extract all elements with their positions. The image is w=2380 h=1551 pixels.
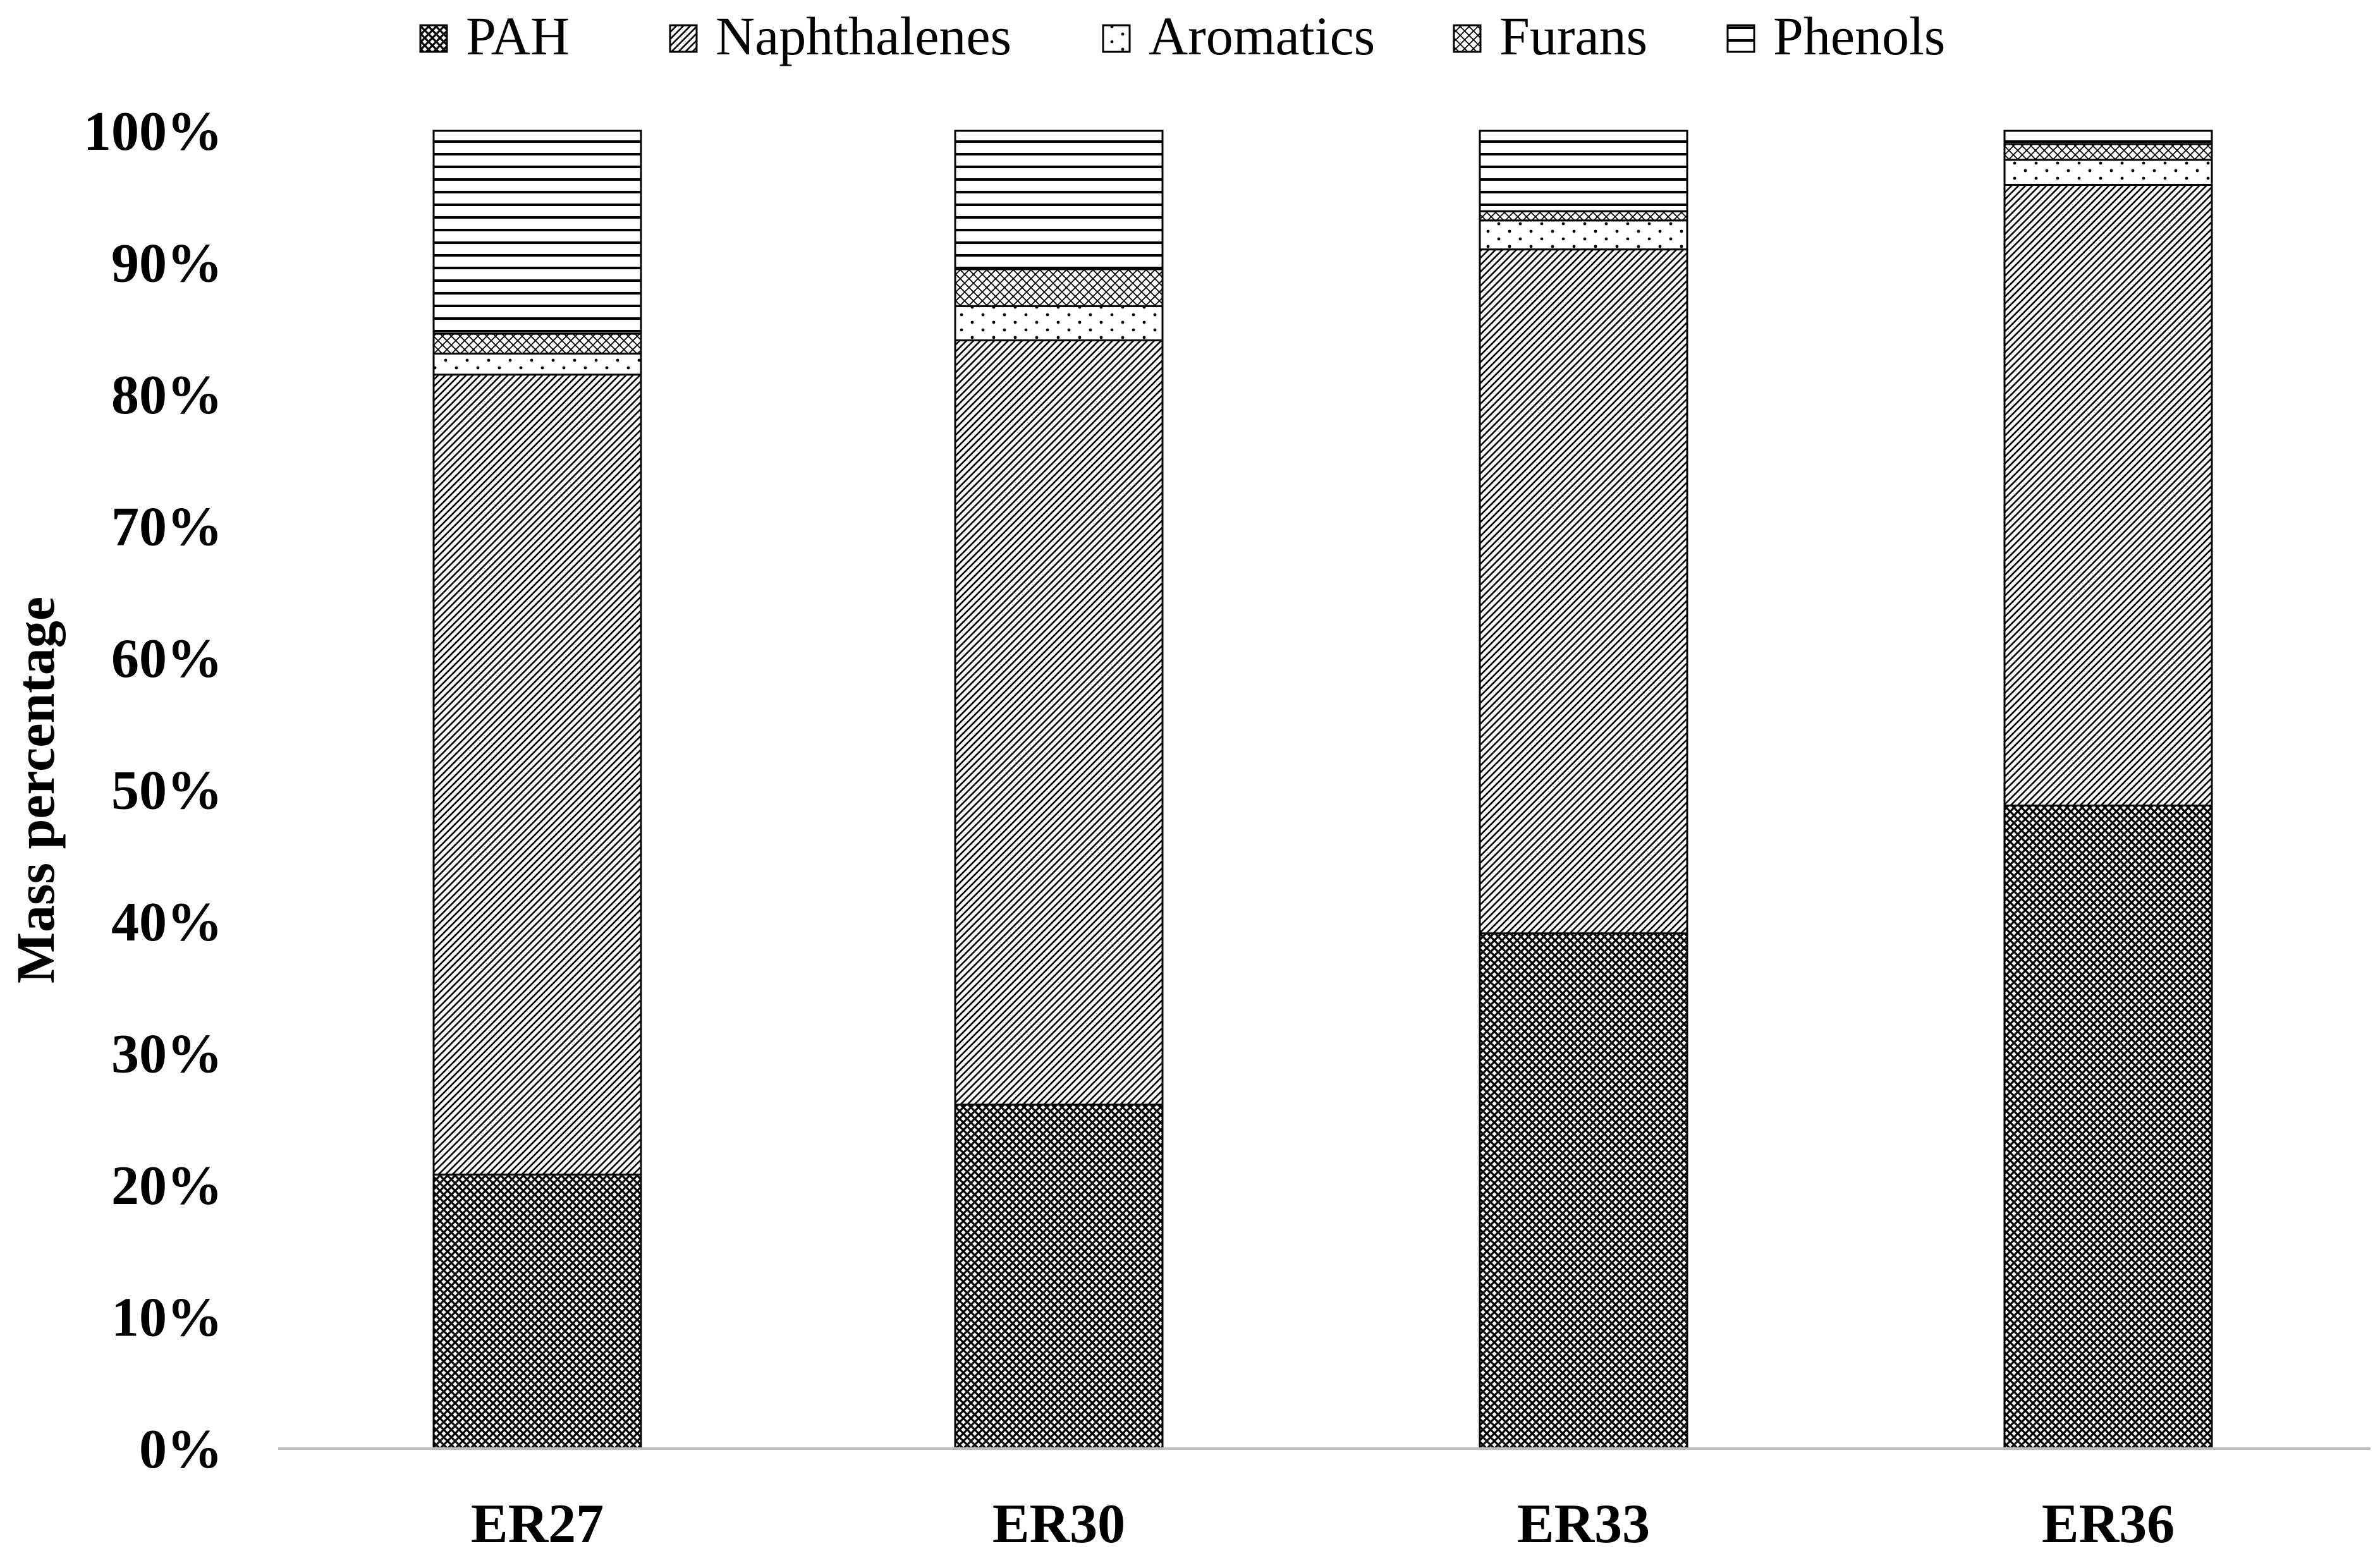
bar-segment-phenols-er36 xyxy=(2003,130,2213,145)
legend-label-furans: Furans xyxy=(1499,6,1647,66)
bar-stack-er33 xyxy=(1479,130,1688,1450)
y-axis: 0% 10% 20% 30% 40% 50% 60% 70% 80% 90% 100% xyxy=(83,101,223,1480)
legend-label-phenols: Phenols xyxy=(1773,6,1945,66)
x-tick-label: ER30 xyxy=(992,1493,1125,1551)
bar-segment-pah-er30 xyxy=(954,1104,1164,1450)
legend-item-phenols: Phenols xyxy=(1726,6,1945,66)
legend-swatch-aromatics xyxy=(1102,24,1131,53)
x-tick-label: ER36 xyxy=(2042,1493,2175,1551)
legend-item-aromatics: Aromatics xyxy=(1102,6,1375,66)
bar-segment-aromatics-er27 xyxy=(432,352,642,376)
bar-segment-aromatics-er30 xyxy=(954,305,1164,342)
y-tick-label: 90% xyxy=(111,233,223,295)
legend-label-pah: PAH xyxy=(466,6,570,66)
bar-segment-phenols-er33 xyxy=(1479,130,1688,212)
y-tick-label: 100% xyxy=(83,101,223,162)
bar-stack-er30 xyxy=(954,130,1164,1450)
legend-label-aromatics: Aromatics xyxy=(1149,6,1375,66)
bar-segment-naphthalenes-er33 xyxy=(1479,248,1688,935)
bar-stack-er27 xyxy=(432,130,642,1450)
y-tick-label: 70% xyxy=(111,497,223,558)
x-tick-label: ER27 xyxy=(471,1493,604,1551)
bar-stack-er36 xyxy=(2003,130,2213,1450)
legend-swatch-furans xyxy=(1453,24,1482,53)
legend-swatch-pah xyxy=(419,24,448,53)
legend: PAH Naphthalenes Aromatics Furans Phenols xyxy=(419,6,1945,66)
x-axis: ER27 ER30 ER33 ER36 xyxy=(471,1493,2175,1551)
bar-segment-pah-er27 xyxy=(432,1173,642,1450)
bar-segment-pah-er33 xyxy=(1479,932,1688,1450)
bar-segment-naphthalenes-er27 xyxy=(432,374,642,1176)
y-tick-label: 60% xyxy=(111,628,223,690)
y-tick-label: 20% xyxy=(111,1155,223,1217)
bar-segment-pah-er36 xyxy=(2003,805,2213,1450)
bar-segment-aromatics-er33 xyxy=(1479,219,1688,251)
plot-area xyxy=(432,130,2213,1450)
bar-segment-phenols-er30 xyxy=(954,130,1164,271)
y-tick-label: 50% xyxy=(111,760,223,822)
y-tick-label: 80% xyxy=(111,365,223,426)
legend-item-naphthalenes: Naphthalenes xyxy=(669,6,1011,66)
y-axis-label: Mass percentage xyxy=(5,597,66,983)
legend-item-furans: Furans xyxy=(1453,6,1647,66)
legend-label-naphthalenes: Naphthalenes xyxy=(716,6,1011,66)
y-tick-label: 0% xyxy=(139,1419,223,1480)
bar-segment-naphthalenes-er36 xyxy=(2003,183,2213,807)
bar-segment-phenols-er27 xyxy=(432,130,642,335)
bar-segment-furans-er33 xyxy=(1479,210,1688,222)
bar-segment-furans-er30 xyxy=(954,268,1164,307)
bar-segment-aromatics-er36 xyxy=(2003,159,2213,186)
bar-segment-furans-er27 xyxy=(432,332,642,355)
bar-segment-naphthalenes-er30 xyxy=(954,339,1164,1106)
y-tick-label: 40% xyxy=(111,892,223,953)
bar-segment-furans-er36 xyxy=(2003,143,2213,161)
y-tick-label: 10% xyxy=(111,1287,223,1349)
legend-swatch-phenols xyxy=(1726,24,1755,53)
legend-item-pah: PAH xyxy=(419,6,570,66)
x-tick-label: ER33 xyxy=(1517,1493,1650,1551)
y-tick-label: 30% xyxy=(111,1024,223,1085)
legend-swatch-naphthalenes xyxy=(669,24,698,53)
